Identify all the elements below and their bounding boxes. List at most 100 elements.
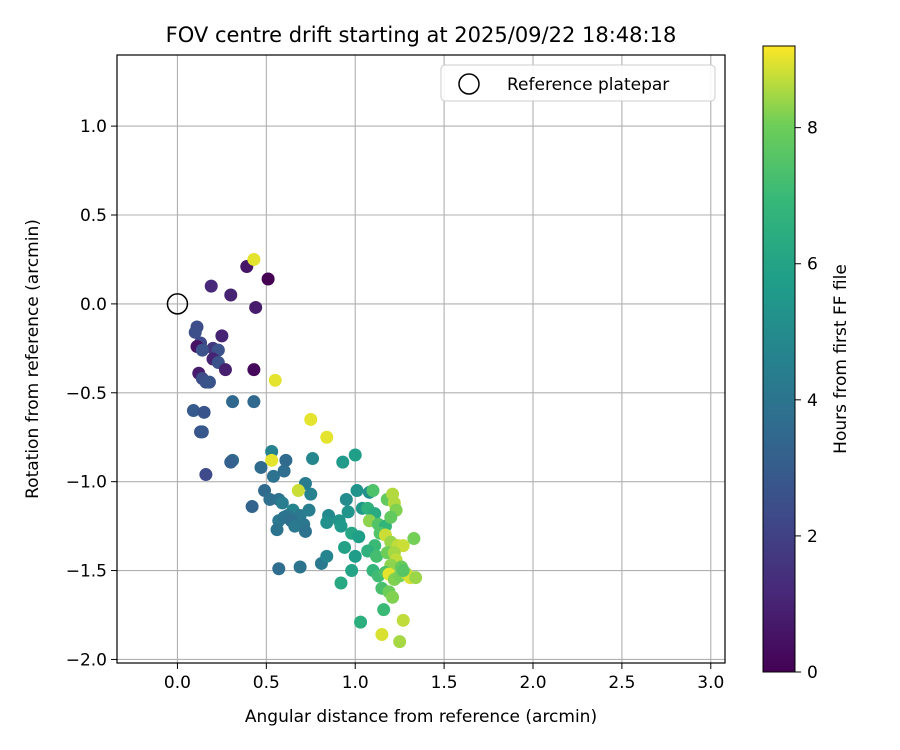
scatter-point [320, 430, 334, 444]
scatter-point [393, 635, 407, 649]
grid-lines [117, 55, 725, 663]
y-tick-label: −1.0 [66, 473, 107, 493]
scatter-point [272, 562, 286, 576]
x-tick-label: 1.5 [431, 673, 458, 693]
colorbar-ticks: 0 2 4 6 8 [795, 119, 818, 683]
y-axis-label: Rotation from reference (arcmin) [23, 219, 43, 499]
x-tick-label: 2.0 [519, 673, 546, 693]
scatter-point [204, 279, 218, 293]
colorbar-tick-label: 6 [807, 255, 818, 275]
scatter-point [352, 530, 366, 544]
scatter-point [215, 329, 229, 343]
scatter-point [199, 468, 213, 482]
scatter-point [277, 464, 291, 478]
x-tick-label: 1.0 [342, 673, 369, 693]
scatter-point [197, 405, 211, 419]
chart-title: FOV centre drift starting at 2025/09/22 … [166, 23, 677, 47]
scatter-point [261, 272, 275, 286]
scatter-point [338, 540, 352, 554]
scatter-point [254, 460, 268, 474]
x-tick-label: 0.0 [164, 673, 191, 693]
scatter-point [320, 549, 334, 563]
scatter-point [263, 492, 277, 506]
scatter-point [345, 564, 359, 578]
plot-frame [116, 54, 726, 664]
colorbar-tick-label: 8 [807, 119, 818, 139]
legend-marker [458, 73, 480, 95]
y-tick-label: −1.5 [66, 562, 107, 582]
scatter-point [304, 487, 318, 501]
x-tick-label: 3.0 [697, 673, 724, 693]
scatter-point [409, 571, 423, 585]
colorbar-label: Hours from first FF file [831, 264, 851, 454]
scatter-point [247, 363, 261, 377]
scatter-point [302, 503, 316, 517]
scatter-point [306, 452, 320, 466]
colorbar-tick-label: 4 [807, 391, 818, 411]
scatter-point [354, 615, 368, 629]
scatter-point [396, 564, 410, 578]
x-tick-label: 0.5 [253, 673, 280, 693]
x-axis-label: Angular distance from reference (arcmin) [245, 707, 597, 727]
scatter-point [202, 375, 216, 389]
scatter-point [334, 519, 348, 533]
scatter-point [266, 469, 280, 483]
scatter-point [386, 590, 400, 604]
scatter-point [224, 288, 238, 302]
scatter-point [366, 484, 380, 498]
scatter-point [195, 343, 209, 357]
legend: Reference platepar [440, 64, 716, 102]
scatter-point [304, 412, 318, 426]
scatter-point [348, 448, 362, 462]
scatter-point [407, 532, 421, 546]
scatter-point [298, 524, 312, 538]
scatter-point [396, 539, 410, 553]
scatter-point [226, 395, 240, 409]
colorbar-tick-label: 2 [807, 527, 818, 547]
scatter-point [320, 516, 334, 530]
scatter-point [279, 453, 293, 467]
scatter-point [247, 252, 261, 266]
y-tick-label: 1.0 [80, 117, 107, 137]
scatter-point [218, 363, 232, 377]
scatter-point [265, 453, 279, 467]
scatter-point [275, 496, 289, 510]
reference-layer [166, 293, 189, 315]
scatter-point [384, 510, 398, 524]
scatter-point [386, 487, 400, 501]
y-axis-ticks: −2.0 −1.5 −1.0 −0.5 0.0 0.5 1.0 [66, 117, 117, 670]
colorbar: 0 2 4 6 8 Hours from first FF file [762, 45, 851, 683]
legend-box [440, 64, 716, 102]
y-tick-label: 0.5 [80, 206, 107, 226]
scatter-point [377, 603, 391, 617]
scatter-point [265, 444, 279, 458]
scatter-point [370, 549, 384, 563]
scatter-point [270, 523, 284, 537]
scatter-point [293, 560, 307, 574]
y-tick-label: −0.5 [66, 384, 107, 404]
scatter-point [375, 628, 389, 642]
x-axis-ticks: 0.0 0.5 1.0 1.5 2.0 2.5 3.0 [164, 663, 724, 693]
scatter-point [341, 505, 355, 519]
legend-label: Reference platepar [507, 75, 669, 95]
scatter-point [247, 395, 261, 409]
scatter-point [291, 484, 305, 498]
scatter-points [186, 252, 423, 649]
scatter-point [350, 484, 364, 498]
scatter-point [334, 576, 348, 590]
scatter-point [245, 500, 259, 514]
scatter-point [186, 404, 200, 418]
y-tick-label: 0.0 [80, 295, 107, 315]
scatter-point [288, 519, 302, 533]
reference-platepar-marker [166, 293, 189, 315]
scatter-point [336, 455, 350, 469]
y-tick-label: −2.0 [66, 650, 107, 670]
scatter-point [224, 455, 238, 469]
scatter-point [195, 425, 209, 439]
scatter-point [249, 300, 263, 314]
colorbar-tick-label: 0 [807, 663, 818, 683]
scatter-point [188, 325, 202, 339]
scatter-point [268, 373, 282, 387]
scatter-point [339, 492, 353, 506]
